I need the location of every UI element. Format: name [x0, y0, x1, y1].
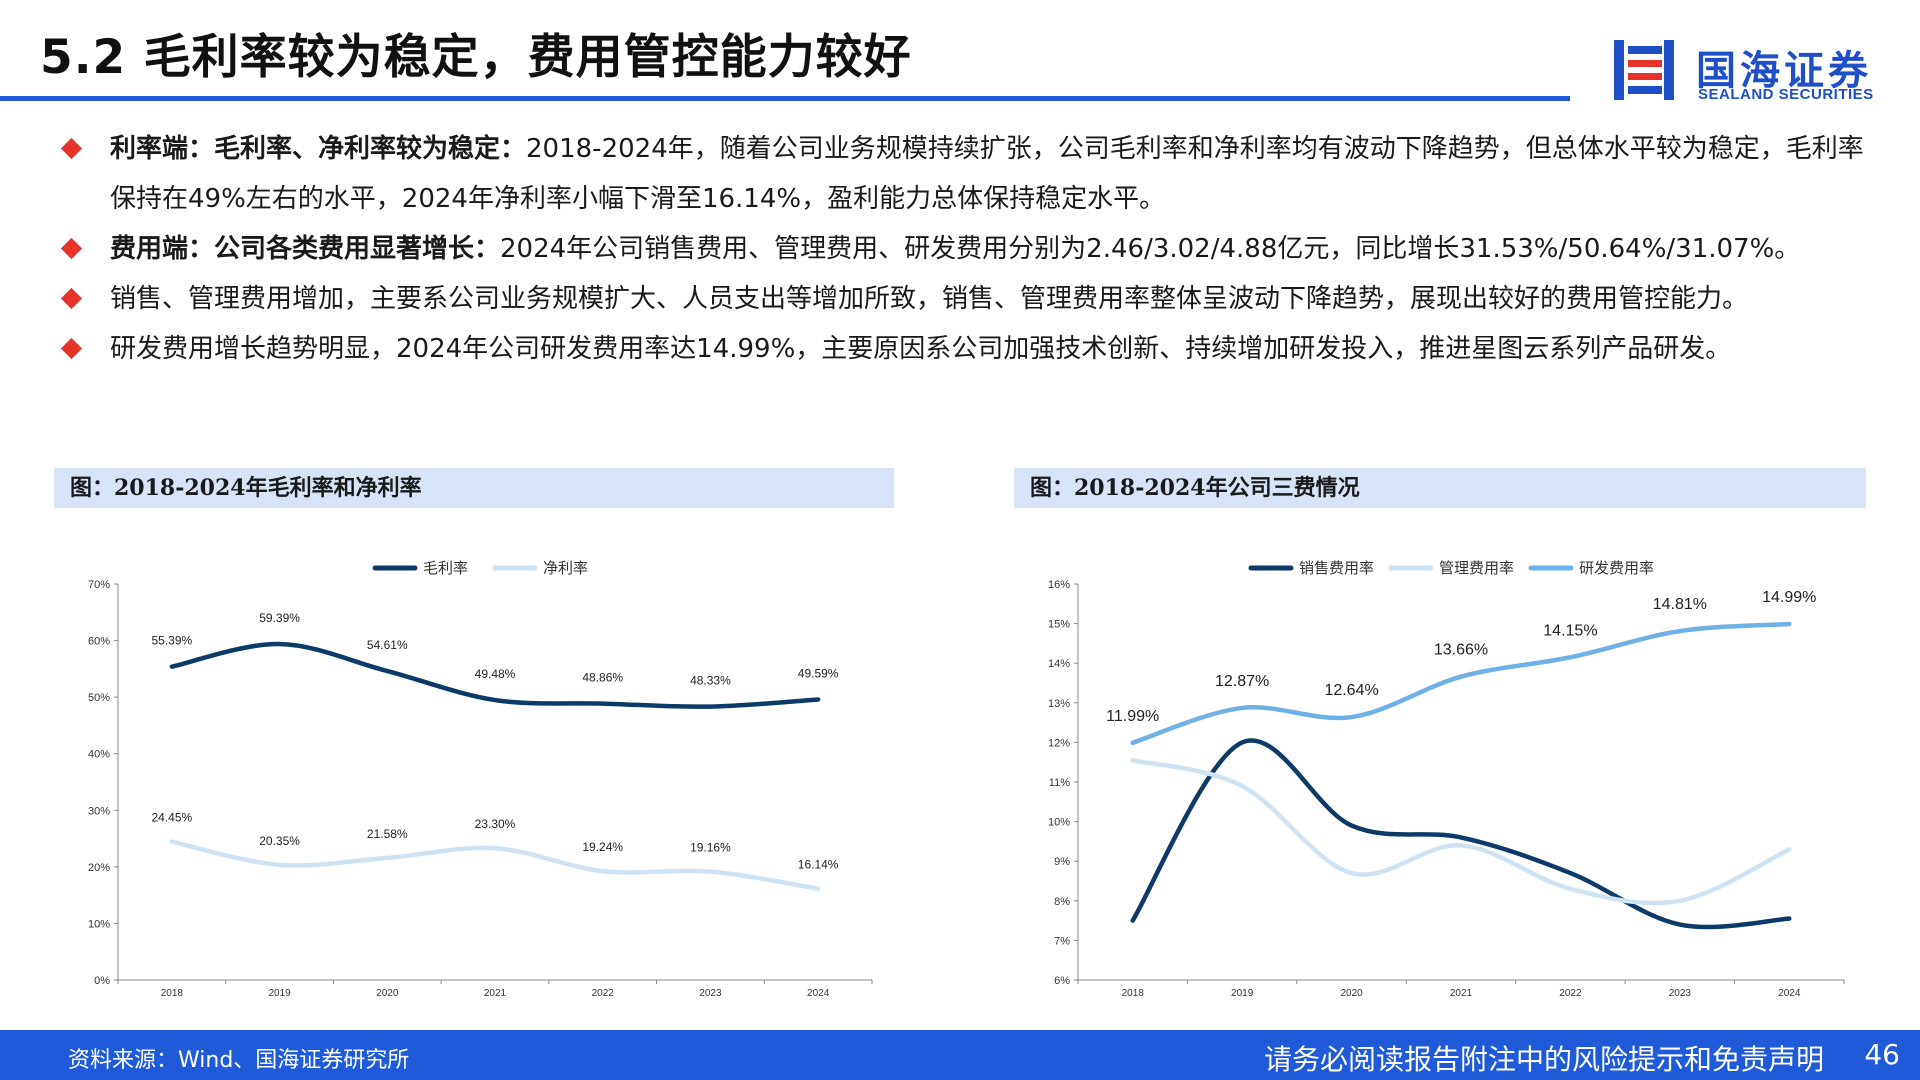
x-tick-label: 2021 — [484, 988, 507, 999]
bullet-item: 费用端：公司各类费用显著增长：2024年公司销售费用、管理费用、研发费用分别为2… — [58, 224, 1888, 274]
series-line — [1130, 621, 1792, 746]
x-tick-label: 2024 — [1778, 988, 1801, 999]
y-tick-label: 6% — [1054, 975, 1070, 987]
diamond-bullet-icon — [60, 337, 83, 360]
data-label: 16.14% — [798, 858, 839, 872]
title-divider — [0, 96, 1570, 101]
y-tick-label: 20% — [88, 862, 110, 874]
bullet-text: 销售、管理费用增加，主要系公司业务规模扩大、人员支出等增加所致，销售、管理费用率… — [110, 284, 1749, 314]
y-tick-label: 12% — [1048, 737, 1070, 749]
y-tick-label: 30% — [88, 805, 110, 817]
x-tick-label: 2023 — [1669, 988, 1692, 999]
data-label: 55.39% — [152, 634, 193, 648]
bullet-text: 2018-2024年，随着公司业务规模持续扩张，公司毛利率和净利率均有波动下降趋… — [110, 134, 1864, 214]
data-label: 14.81% — [1653, 596, 1707, 613]
legend-label: 管理费用率 — [1439, 560, 1514, 577]
logo-english-name: SEALAND SECURITIES — [1698, 86, 1874, 103]
page-number: 46 — [1864, 1038, 1900, 1071]
data-label: 49.48% — [475, 667, 516, 681]
page-title: 5.2 毛利率较为稳定，费用管控能力较好 — [40, 30, 912, 85]
data-label: 21.58% — [367, 827, 408, 841]
data-label: 49.59% — [798, 666, 839, 680]
x-tick-label: 2018 — [161, 988, 184, 999]
legend-label: 毛利率 — [423, 560, 468, 577]
bullet-item: 利率端：毛利率、净利率较为稳定：2018-2024年，随着公司业务规模持续扩张，… — [58, 124, 1888, 224]
series-line — [169, 641, 821, 709]
disclaimer-note: 请务必阅读报告附注中的风险提示和免责声明 — [1263, 1043, 1824, 1076]
legend-label: 净利率 — [543, 560, 588, 577]
bullet-list: 利率端：毛利率、净利率较为稳定：2018-2024年，随着公司业务规模持续扩张，… — [58, 124, 1888, 374]
y-tick-label: 11% — [1049, 777, 1070, 789]
legend-label: 研发费用率 — [1579, 560, 1654, 577]
bullet-item: 销售、管理费用增加，主要系公司业务规模扩大、人员支出等增加所致，销售、管理费用率… — [58, 274, 1888, 324]
y-tick-label: 40% — [88, 749, 110, 761]
data-label: 19.24% — [582, 840, 623, 854]
x-tick-label: 2022 — [592, 988, 615, 999]
bullet-text: 2024年公司销售费用、管理费用、研发费用分别为2.46/3.02/4.88亿元… — [500, 234, 1801, 264]
data-label: 13.66% — [1434, 642, 1488, 659]
x-tick-label: 2019 — [1231, 988, 1254, 999]
y-tick-label: 60% — [88, 636, 110, 648]
data-label: 12.87% — [1215, 673, 1269, 690]
brand-logo: 国海证券 SEALAND SECURITIES — [1612, 36, 1882, 106]
series-line — [1130, 757, 1792, 906]
y-tick-label: 0% — [94, 975, 110, 987]
left-chart-title: 图：2018-2024年毛利率和净利率 — [54, 468, 894, 508]
x-tick-label: 2018 — [1122, 988, 1145, 999]
x-tick-label: 2020 — [376, 988, 399, 999]
data-label: 20.35% — [259, 834, 300, 848]
logo-chinese-name: 国海证券 — [1696, 48, 1872, 94]
footer-bar: 资料来源：Wind、国海证券研究所 请务必阅读报告附注中的风险提示和免责声明 4… — [0, 1030, 1920, 1080]
x-tick-label: 2023 — [699, 988, 722, 999]
diamond-bullet-icon — [60, 137, 83, 160]
diamond-bullet-icon — [60, 237, 83, 260]
y-tick-label: 9% — [1054, 856, 1070, 868]
data-label: 59.39% — [259, 611, 300, 625]
data-label: 23.30% — [475, 817, 516, 831]
expense-ratio-line-chart: 6% 7% 8% 9% 10% 11% 12% 13% 14% 15% 16% 2018 2019 202… — [1048, 560, 1845, 999]
y-tick-label: 7% — [1054, 935, 1070, 947]
data-label: 14.99% — [1762, 589, 1816, 606]
data-label: 12.64% — [1324, 682, 1378, 699]
legend-label: 销售费用率 — [1299, 560, 1374, 577]
y-tick-label: 14% — [1048, 658, 1070, 670]
series-line — [1130, 738, 1792, 930]
x-tick-label: 2019 — [268, 988, 291, 999]
source-note: 资料来源：Wind、国海证券研究所 — [68, 1048, 410, 1073]
y-tick-label: 15% — [1048, 619, 1070, 631]
x-tick-label: 2022 — [1559, 988, 1582, 999]
right-chart-title: 图：2018-2024年公司三费情况 — [1014, 468, 1866, 508]
data-label: 48.33% — [690, 674, 731, 688]
data-label: 14.15% — [1543, 622, 1597, 639]
x-tick-label: 2020 — [1340, 988, 1363, 999]
diamond-bullet-icon — [60, 287, 83, 310]
y-tick-label: 50% — [88, 692, 110, 704]
bullet-heading: 利率端：毛利率、净利率较为稳定： — [110, 134, 527, 164]
data-label: 24.45% — [152, 811, 193, 825]
data-label: 48.86% — [582, 671, 623, 685]
bullet-heading: 费用端：公司各类费用显著增长： — [110, 234, 501, 264]
data-label: 11.99% — [1106, 708, 1159, 725]
bullet-item: 研发费用增长趋势明显，2024年公司研发费用率达14.99%，主要原因系公司加强… — [58, 324, 1888, 374]
x-tick-label: 2021 — [1450, 988, 1473, 999]
y-tick-label: 8% — [1054, 896, 1070, 908]
series-line — [169, 839, 821, 891]
y-tick-label: 10% — [88, 918, 110, 930]
margin-line-chart: 0% 10% 20% 30% 40% 50% 60% 70% 2018 2019 2020 2021 2… — [88, 560, 873, 999]
x-tick-label: 2024 — [807, 988, 830, 999]
data-label: 54.61% — [367, 638, 408, 652]
y-tick-label: 70% — [88, 579, 110, 591]
y-tick-label: 16% — [1048, 579, 1070, 591]
sealand-logo-icon — [1614, 40, 1674, 100]
bullet-text: 研发费用增长趋势明显，2024年公司研发费用率达14.99%，主要原因系公司加强… — [110, 334, 1732, 364]
data-label: 19.16% — [690, 841, 731, 855]
y-tick-label: 13% — [1048, 698, 1070, 710]
y-tick-label: 10% — [1048, 817, 1070, 829]
